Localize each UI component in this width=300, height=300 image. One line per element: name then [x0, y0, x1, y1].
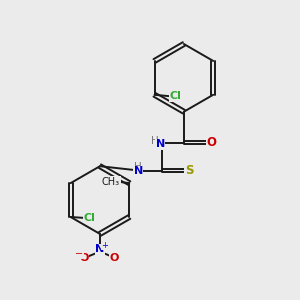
Text: +: +	[101, 241, 108, 250]
Text: O: O	[79, 253, 88, 263]
Text: O: O	[206, 136, 216, 149]
Text: N: N	[95, 244, 105, 254]
Text: CH₃: CH₃	[102, 177, 120, 187]
Text: N: N	[156, 139, 165, 149]
Text: N: N	[134, 167, 143, 176]
Text: H: H	[152, 136, 159, 146]
Text: O: O	[110, 253, 119, 263]
Text: H: H	[134, 162, 142, 172]
Text: S: S	[185, 164, 194, 177]
Text: Cl: Cl	[84, 213, 96, 223]
Text: Cl: Cl	[170, 91, 182, 101]
Text: −: −	[75, 249, 83, 259]
